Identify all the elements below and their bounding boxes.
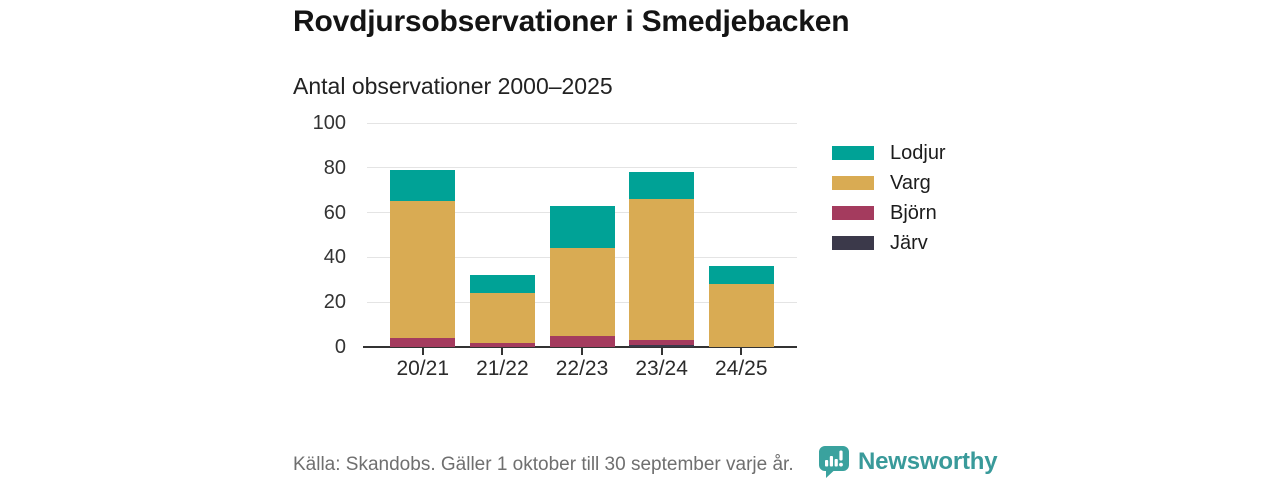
legend-label-björn: Björn <box>890 201 937 224</box>
x-tick-20-21 <box>421 347 424 355</box>
bar-segment-24-25-varg <box>708 284 774 347</box>
bar-segment-22-23-björn <box>549 335 615 347</box>
bar-segment-22-23-varg <box>549 248 615 336</box>
bar-segment-23-24-lodjur <box>629 172 695 200</box>
x-tick-23-24 <box>660 347 663 355</box>
y-tick-label-80: 80 <box>323 156 346 179</box>
legend-label-varg: Varg <box>890 171 931 194</box>
legend-swatch-järv <box>832 236 874 250</box>
x-tick-22-23 <box>581 347 583 355</box>
brand-logo: Newsworthy <box>818 445 998 478</box>
y-tick-label-60: 60 <box>323 201 346 224</box>
bar-segment-24-25-lodjur <box>708 266 774 285</box>
x-tick-21-22 <box>501 347 504 355</box>
y-axis-labels: 0 20 40 60 80 100 <box>290 112 356 358</box>
bar-segment-21-22-björn <box>469 342 535 347</box>
bar-segment-22-23-lodjur <box>549 205 615 249</box>
bar-segment-23-24-varg <box>629 199 695 341</box>
y-tick-label-20: 20 <box>323 291 346 314</box>
gridline-80 <box>367 167 797 169</box>
legend-item-varg: Varg <box>832 168 946 198</box>
x-tick-label-21-22: 21/22 <box>476 357 529 380</box>
bar-segment-20-21-björn <box>390 338 456 347</box>
bar-segment-23-24-björn <box>629 340 695 345</box>
legend-swatch-varg <box>832 176 874 190</box>
legend-label-järv: Järv <box>890 231 928 254</box>
newsworthy-icon <box>819 446 849 478</box>
x-tick-label-20-21: 20/21 <box>396 357 450 380</box>
legend-swatch-björn <box>832 206 874 220</box>
legend-item-björn: Björn <box>832 198 946 228</box>
legend-swatch-lodjur <box>832 146 874 160</box>
legend-item-lodjur: Lodjur <box>832 138 946 168</box>
source-note: Källa: Skandobs. Gäller 1 oktober till 3… <box>293 454 794 475</box>
bar-segment-23-24-järv <box>629 344 695 347</box>
x-tick-label-24-25: 24/25 <box>714 357 768 380</box>
y-tick-label-0: 0 <box>334 336 346 358</box>
legend-label-lodjur: Lodjur <box>890 141 946 164</box>
x-tick-label-22-23: 22/23 <box>555 357 609 380</box>
chart-subtitle: Antal observationer 2000–2025 <box>293 73 613 99</box>
x-axis-labels: 20/21 21/22 22/23 23/24 24/25 <box>367 357 797 387</box>
x-tick-label-23-24: 23/24 <box>635 357 688 380</box>
x-tick-24-25 <box>740 347 743 355</box>
y-tick-label-40: 40 <box>323 246 346 269</box>
page-title: Rovdjursobservationer i Smedjebacken <box>293 5 850 38</box>
legend: Lodjur Varg Björn Järv <box>832 138 946 258</box>
legend-item-järv: Järv <box>832 228 946 258</box>
bar-segment-20-21-varg <box>390 201 456 339</box>
bar-segment-20-21-lodjur <box>390 170 456 202</box>
bar-segment-21-22-varg <box>469 293 535 343</box>
y-tick-label-100: 100 <box>312 112 346 134</box>
gridline-100 <box>367 122 797 124</box>
plot-area <box>363 122 797 355</box>
brand-wordmark: Newsworthy <box>858 447 998 475</box>
bar-segment-21-22-lodjur <box>469 275 535 294</box>
